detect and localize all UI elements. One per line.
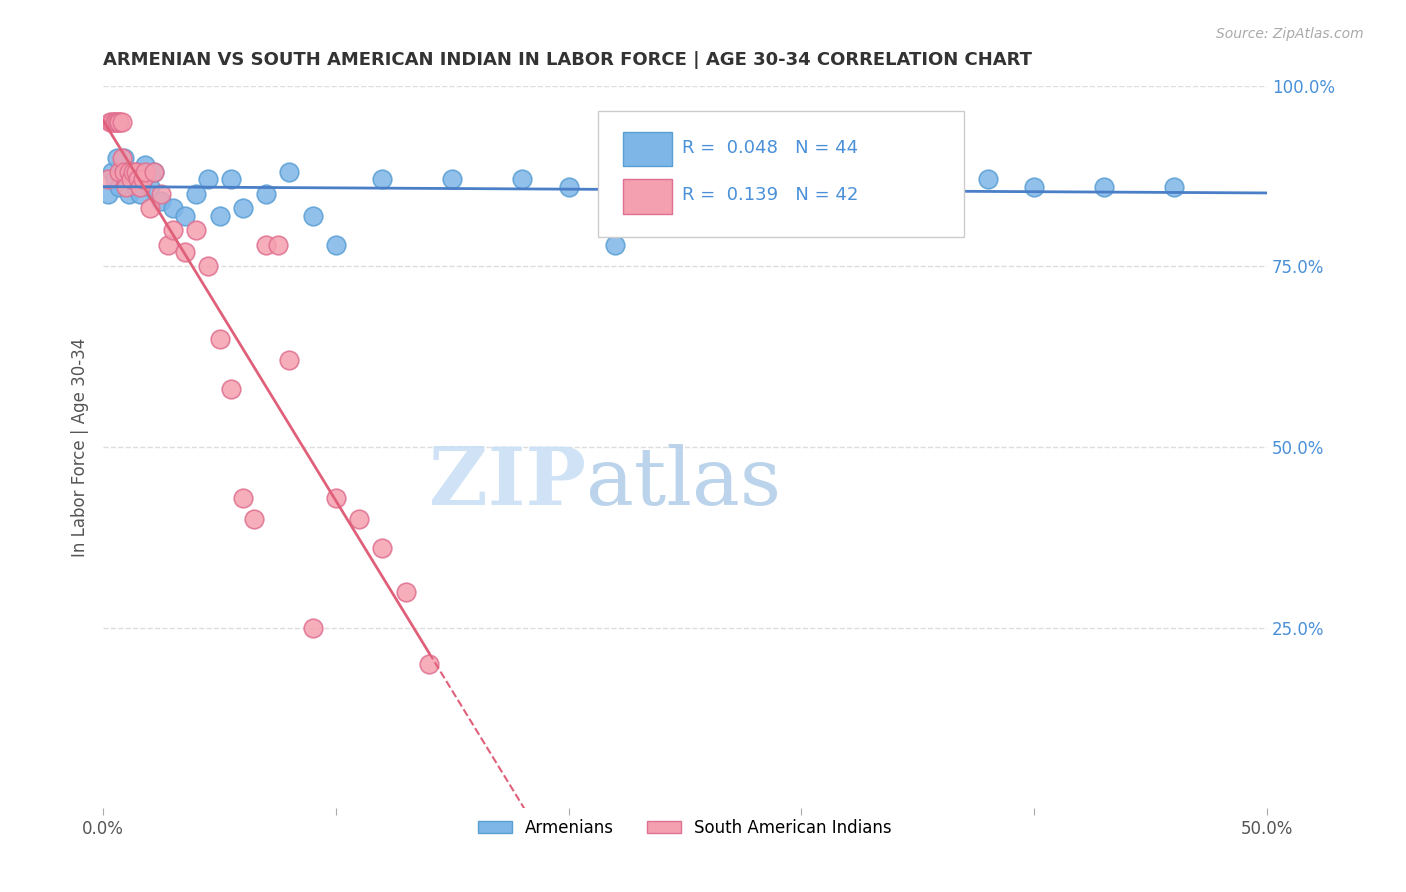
Point	[907, 179, 929, 194]
Point	[129, 179, 152, 194]
Point	[122, 172, 145, 186]
Point	[150, 194, 173, 209]
Point	[1024, 179, 1046, 194]
Point	[347, 512, 370, 526]
Point	[243, 512, 266, 526]
Point	[143, 165, 166, 179]
Point	[127, 172, 149, 186]
Point	[278, 165, 301, 179]
Point	[101, 165, 124, 179]
Point	[232, 491, 254, 505]
Point	[162, 223, 184, 237]
Text: ZIP: ZIP	[429, 444, 586, 522]
Point	[301, 621, 323, 635]
Point	[186, 223, 208, 237]
Point	[976, 172, 998, 186]
Point	[138, 202, 160, 216]
Point	[232, 202, 254, 216]
Point	[267, 237, 290, 252]
Point	[371, 172, 394, 186]
Point	[108, 165, 131, 179]
Point	[125, 179, 148, 194]
Point	[104, 114, 127, 128]
Point	[131, 172, 153, 186]
Text: atlas: atlas	[586, 444, 782, 522]
Point	[278, 353, 301, 368]
Legend: Armenians, South American Indians: Armenians, South American Indians	[471, 812, 898, 844]
Point	[197, 172, 219, 186]
Point	[112, 165, 135, 179]
Point	[118, 186, 141, 201]
Point	[127, 165, 149, 179]
Point	[104, 172, 127, 186]
Point	[97, 172, 120, 186]
Point	[108, 114, 131, 128]
Point	[837, 172, 859, 186]
Point	[143, 165, 166, 179]
Point	[157, 237, 180, 252]
Point	[101, 114, 124, 128]
Text: Source: ZipAtlas.com: Source: ZipAtlas.com	[1216, 27, 1364, 41]
Point	[325, 491, 347, 505]
Text: ARMENIAN VS SOUTH AMERICAN INDIAN IN LABOR FORCE | AGE 30-34 CORRELATION CHART: ARMENIAN VS SOUTH AMERICAN INDIAN IN LAB…	[103, 51, 1032, 69]
Point	[208, 332, 231, 346]
Point	[108, 179, 131, 194]
Point	[605, 237, 627, 252]
Point	[418, 657, 440, 671]
FancyBboxPatch shape	[623, 132, 672, 167]
Point	[162, 202, 184, 216]
Point	[97, 186, 120, 201]
Point	[134, 165, 156, 179]
Point	[744, 202, 766, 216]
Text: R =  0.048   N = 44: R = 0.048 N = 44	[682, 138, 858, 157]
Point	[790, 172, 813, 186]
Point	[125, 165, 148, 179]
Point	[173, 244, 195, 259]
Point	[150, 186, 173, 201]
Point	[673, 172, 696, 186]
Point	[557, 179, 579, 194]
Point	[118, 165, 141, 179]
Point	[1163, 179, 1185, 194]
Point	[138, 179, 160, 194]
Point	[186, 186, 208, 201]
Point	[301, 209, 323, 223]
Y-axis label: In Labor Force | Age 30-34: In Labor Force | Age 30-34	[72, 337, 89, 557]
Point	[173, 209, 195, 223]
Point	[111, 151, 134, 165]
Point	[111, 114, 134, 128]
Point	[1092, 179, 1115, 194]
Point	[120, 165, 142, 179]
Point	[395, 584, 418, 599]
Point	[208, 209, 231, 223]
FancyBboxPatch shape	[598, 111, 965, 237]
Point	[371, 541, 394, 556]
Point	[219, 382, 242, 396]
Point	[129, 186, 152, 201]
Point	[510, 172, 533, 186]
Point	[131, 172, 153, 186]
Point	[105, 114, 128, 128]
Point	[441, 172, 464, 186]
Point	[120, 172, 142, 186]
Point	[325, 237, 347, 252]
Point	[104, 114, 127, 128]
Point	[98, 114, 121, 128]
Point	[254, 237, 277, 252]
Point	[134, 158, 156, 172]
Point	[111, 165, 134, 179]
Text: R =  0.139   N = 42: R = 0.139 N = 42	[682, 186, 858, 204]
Point	[122, 165, 145, 179]
Point	[112, 151, 135, 165]
Point	[115, 179, 138, 194]
Point	[105, 151, 128, 165]
Point	[219, 172, 242, 186]
Point	[108, 114, 131, 128]
Point	[115, 172, 138, 186]
Point	[197, 259, 219, 273]
Point	[254, 186, 277, 201]
FancyBboxPatch shape	[623, 179, 672, 214]
